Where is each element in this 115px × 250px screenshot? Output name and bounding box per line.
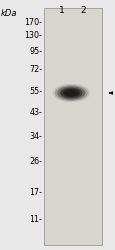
Ellipse shape xyxy=(55,85,87,101)
Ellipse shape xyxy=(62,89,79,97)
Text: 95-: 95- xyxy=(29,47,42,56)
Text: 1: 1 xyxy=(59,6,64,15)
Text: 72-: 72- xyxy=(29,66,42,74)
Text: 130-: 130- xyxy=(24,31,42,40)
Text: 11-: 11- xyxy=(29,216,42,224)
Ellipse shape xyxy=(65,90,77,96)
Text: 34-: 34- xyxy=(29,132,42,141)
Bar xyxy=(44,8,101,245)
Ellipse shape xyxy=(60,88,82,99)
Ellipse shape xyxy=(57,86,85,100)
Text: 2: 2 xyxy=(80,6,86,15)
Text: 170-: 170- xyxy=(24,18,42,27)
Text: 43-: 43- xyxy=(29,108,42,117)
Ellipse shape xyxy=(52,84,89,102)
Text: 26-: 26- xyxy=(29,157,42,166)
Text: 17-: 17- xyxy=(29,188,42,197)
Ellipse shape xyxy=(67,91,74,95)
Text: 55-: 55- xyxy=(29,87,42,96)
Text: kDa: kDa xyxy=(1,9,17,18)
